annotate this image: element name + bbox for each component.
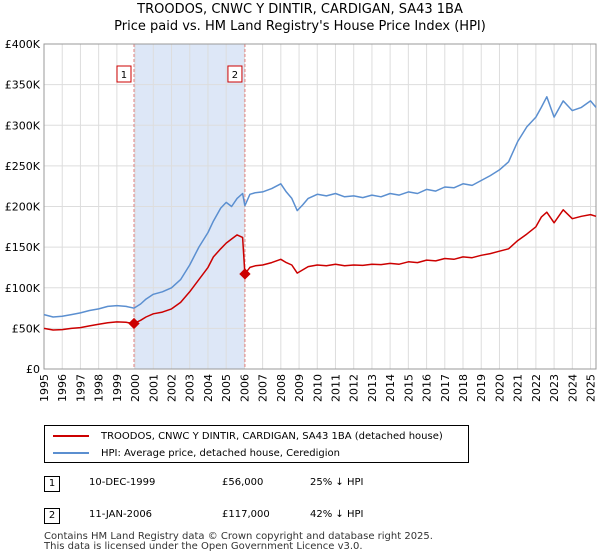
transaction-date: 11-JAN-2006 bbox=[89, 509, 153, 520]
x-tick-label: 2004 bbox=[202, 374, 215, 402]
x-tick-label: 2015 bbox=[402, 374, 415, 402]
x-tick-label: 2008 bbox=[275, 374, 288, 402]
y-tick-label: £200K bbox=[5, 201, 41, 214]
x-tick-label: 2000 bbox=[129, 374, 142, 402]
x-tick-label: 2009 bbox=[293, 374, 306, 402]
transaction-hpi-diff: 42% ↓ HPI bbox=[310, 509, 364, 520]
transaction-number: 1 bbox=[44, 476, 60, 492]
x-tick-label: 2022 bbox=[530, 374, 543, 402]
x-tick-label: 2018 bbox=[457, 374, 470, 402]
y-tick-label: £400K bbox=[5, 38, 41, 51]
x-tick-label: 2005 bbox=[220, 374, 233, 402]
hpi-line bbox=[43, 96, 597, 318]
y-tick-label: £350K bbox=[5, 79, 41, 92]
x-tick-label: 2024 bbox=[566, 374, 579, 402]
footer-copyright: Contains HM Land Registry data © Crown c… bbox=[44, 531, 433, 542]
sale-point-marker bbox=[128, 317, 140, 330]
y-tick-label: £150K bbox=[5, 241, 41, 254]
legend-label-hpi: HPI: Average price, detached house, Cere… bbox=[101, 447, 340, 459]
transaction-row: 1 10-DEC-1999 £56,000 25% ↓ HPI bbox=[44, 476, 584, 494]
transaction-row: 2 11-JAN-2006 £117,000 42% ↓ HPI bbox=[44, 508, 584, 526]
transaction-hpi-diff: 25% ↓ HPI bbox=[310, 477, 364, 488]
property-price-line bbox=[43, 209, 597, 331]
x-tick-label: 1998 bbox=[93, 374, 106, 402]
legend-item-hpi: HPI: Average price, detached house, Cere… bbox=[53, 445, 340, 461]
x-tick-label: 2003 bbox=[184, 374, 197, 402]
x-tick-label: 2011 bbox=[329, 374, 342, 402]
sale-label-box bbox=[227, 65, 243, 83]
plot-frame bbox=[43, 43, 597, 370]
y-tick-label: £50K bbox=[12, 322, 41, 335]
legend-label-property: TROODOS, CNWC Y DINTIR, CARDIGAN, SA43 1… bbox=[101, 430, 443, 442]
transaction-price: £56,000 bbox=[222, 477, 264, 488]
chart-title-line1: TROODOS, CNWC Y DINTIR, CARDIGAN, SA43 1… bbox=[137, 2, 463, 17]
legend-swatch-blue bbox=[53, 452, 89, 454]
sale-point-marker bbox=[239, 268, 251, 280]
chart-title-line2: Price paid vs. HM Land Registry's House … bbox=[114, 19, 486, 34]
x-tick-label: 1999 bbox=[111, 374, 124, 402]
y-tick-label: £250K bbox=[5, 160, 41, 173]
x-tick-label: 2001 bbox=[147, 374, 160, 402]
x-tick-label: 1995 bbox=[38, 374, 51, 402]
x-tick-label: 2002 bbox=[166, 374, 179, 402]
footer-licence: This data is licensed under the Open Gov… bbox=[44, 541, 363, 552]
sale-label-box bbox=[116, 65, 132, 83]
legend: TROODOS, CNWC Y DINTIR, CARDIGAN, SA43 1… bbox=[44, 425, 469, 463]
x-tick-label: 2020 bbox=[493, 374, 506, 402]
y-tick-label: £300K bbox=[5, 119, 41, 132]
price-chart: £0 £50K £100K £150K £200K £250K £300K £350K £400… bbox=[5, 38, 598, 402]
transaction-date: 10-DEC-1999 bbox=[89, 477, 156, 488]
x-tick-label: 2016 bbox=[421, 374, 434, 402]
x-tick-label: 2012 bbox=[348, 374, 361, 402]
x-tick-label: 2013 bbox=[366, 374, 379, 402]
sale-label-number: 2 bbox=[232, 70, 238, 81]
x-tick-label: 2006 bbox=[238, 374, 251, 402]
x-tick-label: 1997 bbox=[74, 374, 87, 402]
transaction-number: 2 bbox=[44, 508, 60, 524]
y-tick-label: £100K bbox=[5, 282, 41, 295]
sale-label-number: 1 bbox=[121, 70, 127, 81]
x-tick-label: 2010 bbox=[311, 374, 324, 402]
footer: Contains HM Land Registry data © Crown c… bbox=[44, 532, 433, 552]
x-tick-label: 2014 bbox=[384, 374, 397, 402]
x-tick-label: 2025 bbox=[585, 374, 598, 402]
y-tick-label: £0 bbox=[26, 363, 40, 376]
legend-item-property: TROODOS, CNWC Y DINTIR, CARDIGAN, SA43 1… bbox=[53, 428, 443, 444]
x-tick-label: 2017 bbox=[439, 374, 452, 402]
x-tick-label: 1996 bbox=[56, 374, 69, 402]
x-tick-label: 2007 bbox=[257, 374, 270, 402]
transaction-price: £117,000 bbox=[222, 509, 270, 520]
legend-swatch-red bbox=[53, 435, 89, 437]
x-tick-label: 2019 bbox=[475, 374, 488, 402]
x-tick-label: 2021 bbox=[512, 374, 525, 402]
x-tick-label: 2023 bbox=[548, 374, 561, 402]
